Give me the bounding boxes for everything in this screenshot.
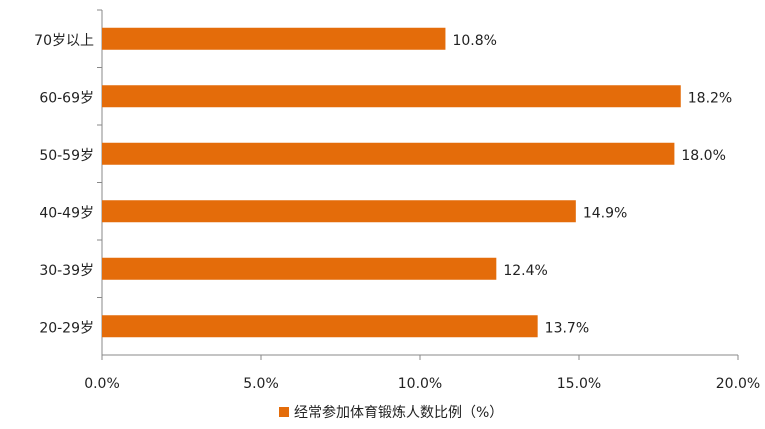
value-label: 12.4% <box>503 263 547 279</box>
value-label: 18.0% <box>681 148 725 164</box>
value-label: 14.9% <box>583 205 627 221</box>
value-label: 18.2% <box>688 90 732 106</box>
legend-label: 经常参加体育锻炼人数比例（%） <box>294 404 503 421</box>
y-tick-label: 70岁以上 <box>34 33 94 49</box>
x-tick-label: 15.0% <box>557 376 601 392</box>
bar <box>102 257 497 280</box>
x-tick-label: 10.0% <box>398 376 442 392</box>
x-tick-label: 0.0% <box>84 376 120 392</box>
y-tick-label: 30-39岁 <box>39 263 94 279</box>
x-tick-label: 5.0% <box>243 376 279 392</box>
x-tick-label: 20.0% <box>716 376 760 392</box>
bar <box>102 200 576 223</box>
y-tick-label: 20-29岁 <box>39 320 94 336</box>
bar <box>102 85 681 108</box>
legend-swatch <box>279 407 289 417</box>
y-tick-label: 50-59岁 <box>39 148 94 164</box>
bar <box>102 315 538 338</box>
y-tick-label: 40-49岁 <box>39 205 94 221</box>
bar <box>102 142 675 165</box>
value-label: 10.8% <box>452 33 496 49</box>
bar <box>102 27 446 50</box>
value-label: 13.7% <box>545 320 589 336</box>
y-tick-label: 60-69岁 <box>39 90 94 106</box>
